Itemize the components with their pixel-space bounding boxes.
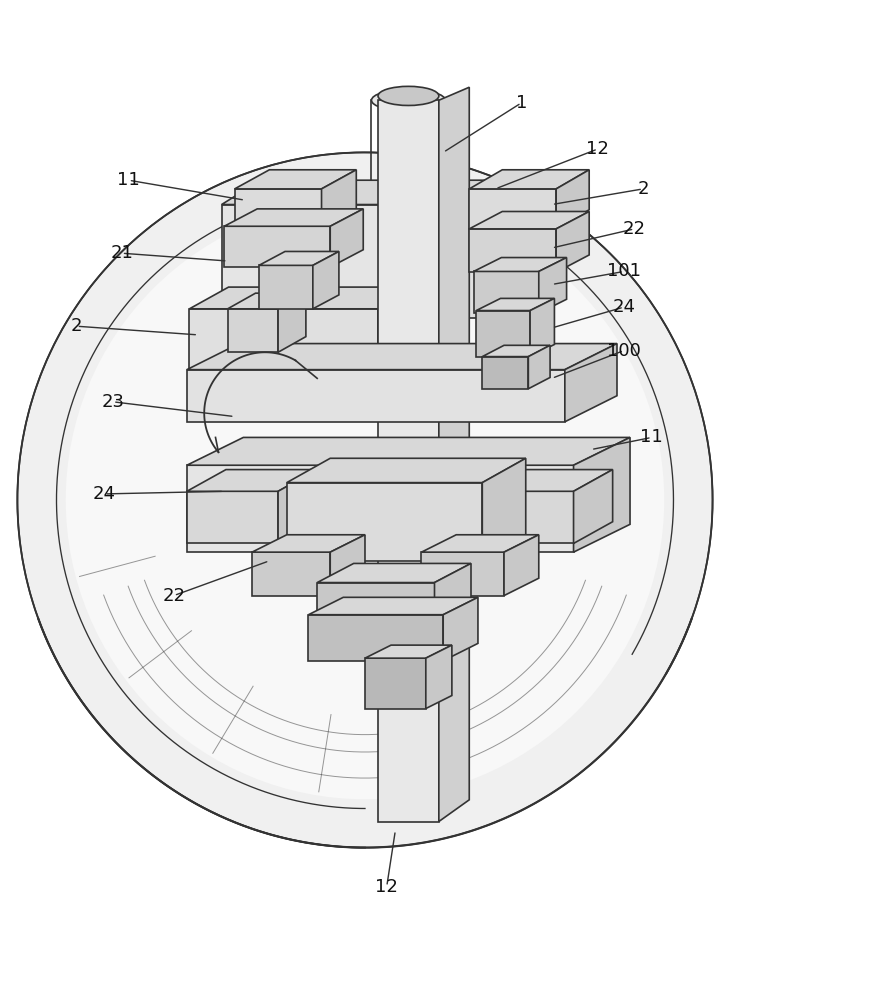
Circle shape	[66, 201, 664, 799]
Polygon shape	[574, 437, 630, 552]
Polygon shape	[474, 258, 567, 271]
Polygon shape	[189, 287, 417, 309]
Polygon shape	[365, 658, 426, 709]
Polygon shape	[317, 563, 471, 583]
Polygon shape	[565, 344, 617, 422]
Polygon shape	[187, 470, 317, 491]
Ellipse shape	[378, 86, 439, 105]
Polygon shape	[482, 345, 550, 357]
Polygon shape	[259, 265, 313, 309]
Polygon shape	[259, 251, 339, 265]
Polygon shape	[313, 251, 339, 309]
Polygon shape	[391, 205, 513, 318]
Polygon shape	[556, 170, 589, 229]
Polygon shape	[482, 357, 528, 389]
Polygon shape	[556, 211, 589, 272]
Text: 2: 2	[637, 180, 649, 198]
Polygon shape	[469, 170, 589, 189]
Text: 100: 100	[607, 342, 640, 360]
Polygon shape	[287, 483, 482, 561]
Text: 2: 2	[70, 317, 83, 335]
Polygon shape	[574, 470, 613, 543]
Polygon shape	[426, 645, 452, 709]
Polygon shape	[228, 293, 306, 309]
Polygon shape	[378, 100, 439, 822]
Polygon shape	[187, 491, 278, 543]
Text: 21: 21	[110, 244, 133, 262]
Polygon shape	[228, 309, 278, 352]
Polygon shape	[308, 597, 478, 615]
Polygon shape	[235, 170, 356, 189]
Polygon shape	[443, 597, 478, 661]
Text: 12: 12	[587, 140, 609, 158]
Polygon shape	[308, 615, 443, 661]
Polygon shape	[474, 271, 539, 313]
Circle shape	[17, 152, 713, 848]
Polygon shape	[187, 370, 565, 422]
Polygon shape	[187, 437, 630, 465]
Polygon shape	[476, 298, 554, 311]
Polygon shape	[539, 258, 567, 313]
Polygon shape	[391, 180, 430, 318]
Polygon shape	[235, 189, 322, 229]
Polygon shape	[252, 535, 365, 552]
Text: 24: 24	[93, 485, 116, 503]
Polygon shape	[513, 180, 552, 318]
Polygon shape	[482, 491, 574, 543]
Polygon shape	[365, 645, 452, 658]
Polygon shape	[287, 458, 526, 483]
Polygon shape	[391, 180, 552, 205]
Text: 1: 1	[515, 94, 527, 112]
Polygon shape	[189, 309, 378, 387]
Polygon shape	[469, 189, 556, 229]
Polygon shape	[378, 287, 417, 387]
Polygon shape	[421, 552, 504, 596]
Polygon shape	[252, 552, 330, 596]
Polygon shape	[439, 87, 469, 822]
Polygon shape	[504, 535, 539, 596]
Polygon shape	[530, 298, 554, 357]
Polygon shape	[322, 170, 356, 229]
Text: 11: 11	[640, 428, 663, 446]
Polygon shape	[330, 535, 365, 596]
Text: 24: 24	[613, 298, 635, 316]
Polygon shape	[222, 205, 391, 318]
Polygon shape	[224, 209, 363, 226]
Ellipse shape	[371, 89, 445, 111]
Polygon shape	[187, 465, 574, 552]
Polygon shape	[421, 535, 539, 552]
Polygon shape	[469, 211, 589, 229]
Text: 22: 22	[623, 220, 646, 238]
Text: 23: 23	[102, 393, 124, 411]
Text: 101: 101	[607, 262, 641, 280]
Polygon shape	[330, 209, 363, 267]
Polygon shape	[224, 226, 330, 267]
Polygon shape	[469, 229, 556, 272]
Text: 11: 11	[117, 171, 140, 189]
Polygon shape	[434, 563, 471, 617]
Polygon shape	[482, 470, 613, 491]
Polygon shape	[187, 344, 617, 370]
Text: 22: 22	[163, 587, 185, 605]
Polygon shape	[278, 293, 306, 352]
Polygon shape	[222, 180, 430, 205]
Polygon shape	[317, 583, 434, 617]
Polygon shape	[278, 470, 317, 543]
Text: 12: 12	[375, 878, 398, 896]
Polygon shape	[482, 458, 526, 561]
Polygon shape	[476, 311, 530, 357]
Polygon shape	[528, 345, 550, 389]
